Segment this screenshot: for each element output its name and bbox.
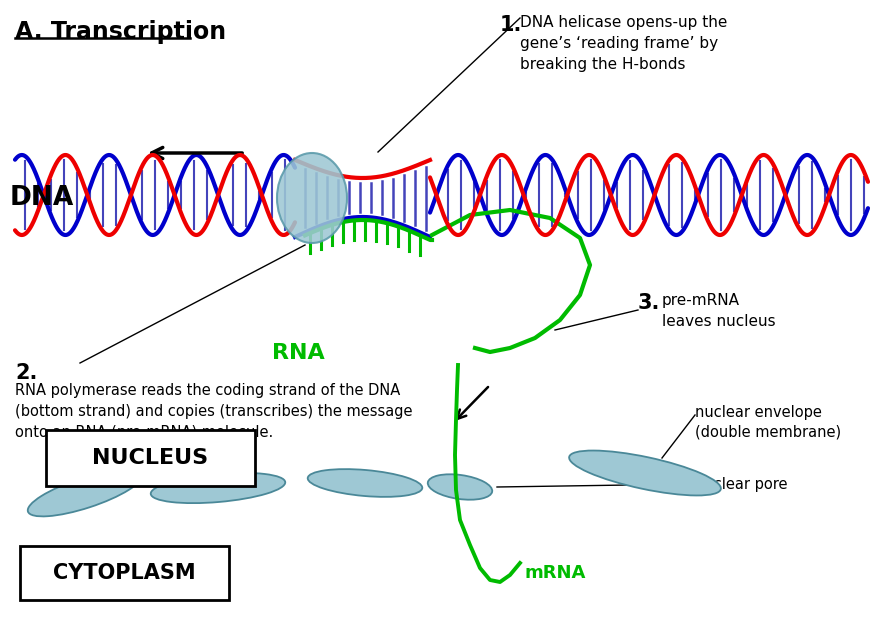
Text: nuclear envelope
(double membrane): nuclear envelope (double membrane) [695, 405, 841, 440]
Ellipse shape [569, 451, 721, 495]
Text: mRNA: mRNA [525, 564, 587, 582]
Text: NUCLEUS: NUCLEUS [92, 448, 208, 468]
Text: A. Transcription: A. Transcription [15, 20, 226, 44]
Ellipse shape [27, 470, 142, 517]
Text: 2.: 2. [15, 363, 37, 383]
Text: nuclear pore: nuclear pore [695, 476, 788, 492]
Ellipse shape [307, 469, 422, 497]
Ellipse shape [151, 473, 285, 503]
Text: DNA helicase opens-up the
gene’s ‘reading frame’ by
breaking the H-bonds: DNA helicase opens-up the gene’s ‘readin… [520, 15, 728, 72]
FancyBboxPatch shape [20, 546, 229, 600]
Text: RNA: RNA [272, 343, 325, 363]
Text: pre-mRNA
leaves nucleus: pre-mRNA leaves nucleus [662, 293, 775, 329]
Text: CYTOPLASM: CYTOPLASM [53, 563, 196, 583]
Text: DNA: DNA [10, 185, 74, 211]
Text: RNA polymerase reads the coding strand of the DNA
(bottom strand) and copies (tr: RNA polymerase reads the coding strand o… [15, 383, 412, 440]
Text: 1.: 1. [500, 15, 522, 35]
Text: 3.: 3. [638, 293, 661, 313]
FancyBboxPatch shape [46, 430, 255, 486]
Ellipse shape [428, 474, 492, 500]
Ellipse shape [277, 153, 347, 243]
